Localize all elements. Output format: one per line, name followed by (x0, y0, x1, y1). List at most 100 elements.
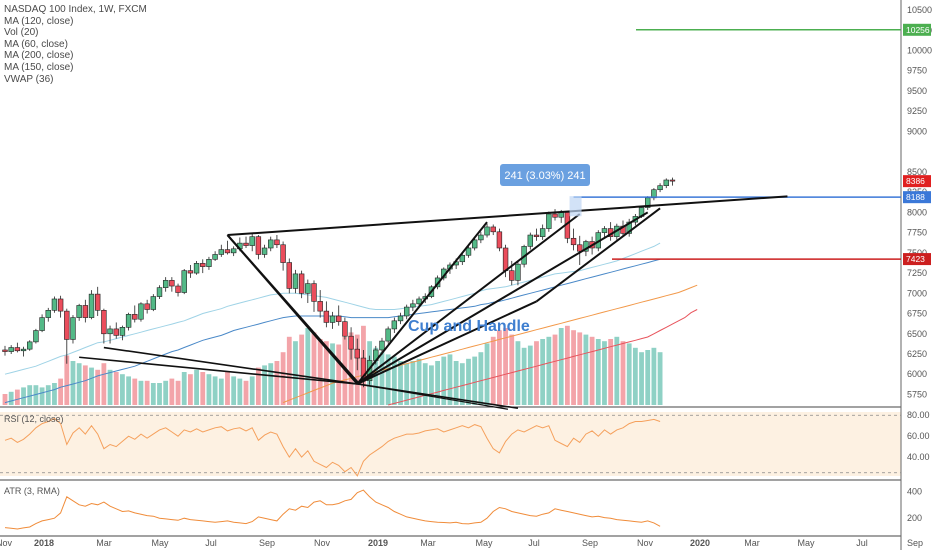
candle-body (27, 341, 33, 350)
time-tick-label: Sep (907, 538, 923, 548)
volume-bar (243, 380, 249, 405)
rsi-band (0, 412, 901, 476)
rsi-line (4, 417, 661, 477)
volume-bar (39, 387, 45, 405)
legend-main[interactable]: NASDAQ 100 Index, 1W, FXCM (4, 4, 147, 15)
cup-and-handle-label: Cup and Handle (408, 318, 530, 335)
volume-bar (45, 385, 51, 405)
candle-body (286, 262, 292, 289)
volume-bar (255, 367, 261, 405)
volume-bar (262, 365, 267, 405)
candle-body (527, 234, 534, 247)
volume-bar (429, 365, 434, 405)
volume-bar (126, 376, 131, 405)
candle-body (410, 303, 416, 308)
volume-bar (330, 343, 335, 405)
fan-line (357, 383, 509, 410)
candle-body (8, 347, 14, 352)
volume-bar (521, 347, 527, 405)
time-tick-label: 2018 (34, 538, 54, 548)
volume-bar (95, 369, 101, 405)
fan-line (79, 356, 358, 385)
candle-body (348, 335, 354, 350)
price-tick-label: 6000 (907, 369, 927, 379)
price-tick-label: 10000 (907, 46, 932, 56)
candle-body (391, 320, 398, 330)
fan-line (356, 300, 537, 385)
legend-vol[interactable]: Vol (20) (4, 27, 39, 39)
candle-body (125, 314, 132, 328)
volume-bar (280, 352, 286, 405)
volume-bar (89, 367, 94, 405)
candle-body (336, 315, 342, 322)
atr-tick-label: 400 (907, 486, 922, 496)
volume-bar (595, 339, 601, 405)
candle-body (2, 349, 8, 352)
candle-body (150, 296, 157, 310)
volume-bar (515, 341, 521, 405)
volume-bar (249, 376, 255, 405)
volume-bar (348, 332, 354, 405)
volume-bar (435, 361, 440, 405)
volume-bar (571, 330, 576, 405)
candle-body (509, 270, 515, 281)
legend-ma200[interactable]: MA (200, close) (4, 50, 74, 62)
candle-body (552, 213, 558, 218)
legend-ma120[interactable]: MA (120, close) (4, 15, 74, 27)
candle-body (329, 315, 336, 323)
candle-body (20, 348, 27, 352)
candle-body (292, 273, 299, 289)
legend-ma150[interactable]: MA (150, close) (4, 61, 74, 73)
volume-bar (163, 380, 169, 405)
candle-body (305, 283, 311, 294)
volume-bar (113, 372, 119, 405)
volume-bar (27, 385, 33, 405)
volume-bar (132, 378, 138, 405)
volume-bar (391, 356, 397, 405)
candle-body (261, 247, 268, 255)
candle-body (95, 293, 101, 311)
volume-bar (608, 339, 614, 405)
price-tick-label: 5750 (907, 389, 927, 399)
candle-body (496, 231, 503, 249)
volume-bar (206, 374, 212, 405)
volume-bar (509, 334, 515, 405)
time-tick-label: Jul (205, 538, 217, 548)
candle-body (354, 348, 360, 359)
candle-body (169, 280, 175, 287)
candle-body (533, 234, 540, 237)
price-tick-label: 9250 (907, 106, 927, 116)
rsi-pane: RSI (12, close) (4, 414, 661, 477)
time-tick-label: 2020 (690, 538, 710, 548)
candle-body (601, 228, 608, 233)
candle-body (311, 283, 317, 302)
candle-body (162, 280, 169, 288)
volume-bar (188, 374, 193, 405)
volume-bar (8, 391, 14, 405)
volume-bar (422, 363, 428, 405)
chart-grid (0, 0, 902, 550)
volume-bar (639, 352, 644, 405)
candle-body (459, 254, 466, 263)
candle-body (539, 228, 546, 237)
volume-bar (70, 361, 76, 405)
volume-bar (478, 352, 484, 405)
time-tick-label: May (797, 538, 815, 548)
trendline-drawings[interactable]: 241 (3.03%) 241 (79, 29, 901, 410)
price-tag (903, 253, 931, 266)
candle-body (280, 244, 286, 263)
volume-bar (58, 378, 64, 405)
candle-body (45, 310, 51, 318)
legend-vwap[interactable]: VWAP (36) (4, 73, 54, 85)
volume-bar (490, 336, 496, 405)
volume-bar (299, 334, 305, 405)
volume-bar (602, 341, 607, 405)
price-tick-label: 9000 (907, 126, 927, 136)
volume-bar (651, 347, 657, 405)
volume-bar (527, 345, 533, 405)
candle-body (255, 236, 262, 255)
volume-bar (484, 343, 490, 405)
time-tick-label: Mar (96, 538, 112, 548)
legend-ma60[interactable]: MA (60, close) (4, 38, 68, 50)
